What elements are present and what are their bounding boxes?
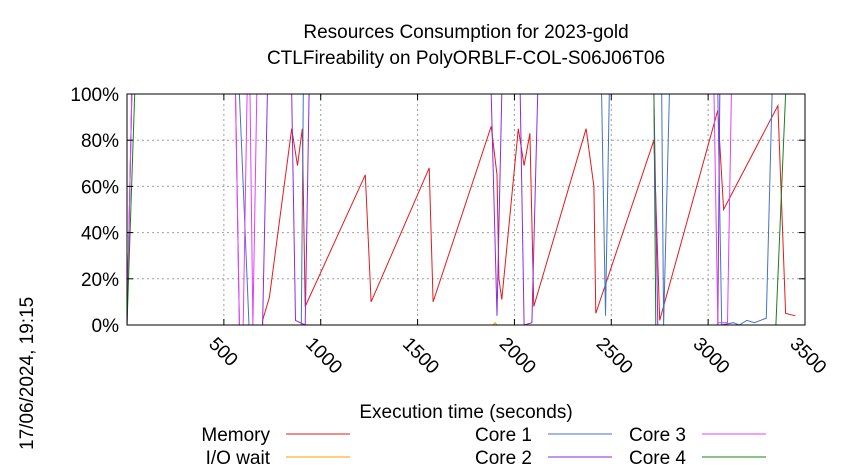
plot-frame <box>126 93 806 326</box>
chart-title-line-2: CTLFireability on PolyORBLF-COL-S06J06T0… <box>267 48 665 69</box>
x-tick-label: 2000 <box>495 334 540 379</box>
y-tick-label: 20% <box>81 270 119 291</box>
legend-label-memory: Memory <box>201 425 270 446</box>
series-core-4-line <box>126 93 796 326</box>
y-tick-label: 80% <box>81 131 119 152</box>
series-core-3-line <box>126 93 796 326</box>
y-tick-label: 100% <box>70 85 119 106</box>
x-axis-label: Execution time (seconds) <box>359 402 572 423</box>
series-core-2-line <box>126 93 796 326</box>
y-tick-label: 0% <box>92 316 120 337</box>
y-axis: 0% 20% 40% 60% 80% 100% <box>70 85 805 337</box>
chart-title-line-1: Resources Consumption for 2023-gold <box>303 22 628 43</box>
legend-label-core-2: Core 2 <box>475 448 532 469</box>
legend-label-core-3: Core 3 <box>629 425 686 446</box>
plot-area <box>126 93 796 326</box>
series-core-1-line <box>126 93 796 326</box>
x-tick-label: 3000 <box>689 334 734 379</box>
x-tick-label: 3500 <box>785 334 830 379</box>
legend-label-i-o-wait: I/O wait <box>206 448 271 469</box>
timestamp-label: 17/06/2024, 19:15 <box>17 297 38 450</box>
series-memory-line <box>127 103 796 326</box>
x-tick-label: 1500 <box>398 334 443 379</box>
x-tick-label: 500 <box>204 334 241 371</box>
legend-label-core-1: Core 1 <box>475 425 532 446</box>
legend-label-core-4: Core 4 <box>629 448 686 469</box>
x-tick-label: 2500 <box>592 334 637 379</box>
x-tick-label: 1000 <box>301 334 346 379</box>
y-tick-label: 60% <box>81 177 119 198</box>
chart-title: Resources Consumption for 2023-gold CTLF… <box>267 22 665 69</box>
grid <box>127 94 805 325</box>
y-tick-label: 40% <box>81 224 119 245</box>
